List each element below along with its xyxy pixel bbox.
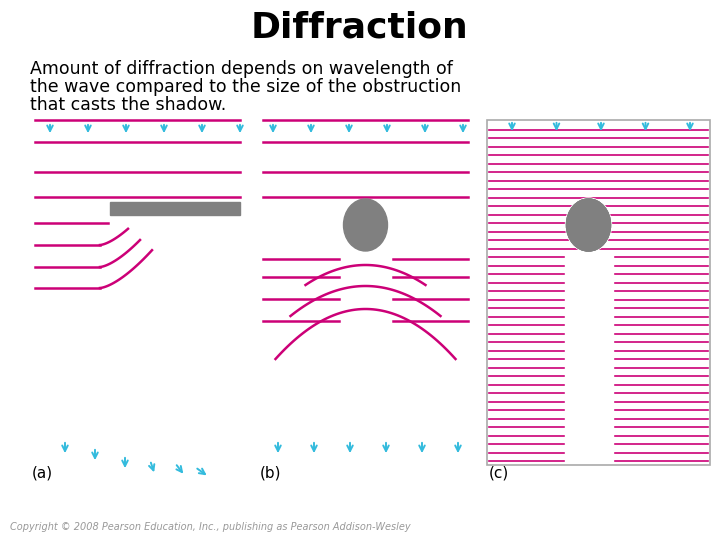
Text: Amount of diffraction depends on wavelength of: Amount of diffraction depends on wavelen… xyxy=(30,60,453,78)
Text: (c): (c) xyxy=(489,465,509,480)
Bar xyxy=(487,120,710,465)
Text: that casts the shadow.: that casts the shadow. xyxy=(30,96,226,114)
Ellipse shape xyxy=(343,199,387,251)
Bar xyxy=(564,251,613,465)
Text: Copyright © 2008 Pearson Education, Inc., publishing as Pearson Addison-Wesley: Copyright © 2008 Pearson Education, Inc.… xyxy=(10,522,410,532)
Ellipse shape xyxy=(565,198,611,252)
Text: (b): (b) xyxy=(260,465,282,480)
Text: Diffraction: Diffraction xyxy=(251,10,469,44)
Ellipse shape xyxy=(567,199,611,251)
Text: (a): (a) xyxy=(32,465,53,480)
Ellipse shape xyxy=(567,199,611,251)
Text: the wave compared to the size of the obstruction: the wave compared to the size of the obs… xyxy=(30,78,462,96)
Bar xyxy=(110,202,240,215)
